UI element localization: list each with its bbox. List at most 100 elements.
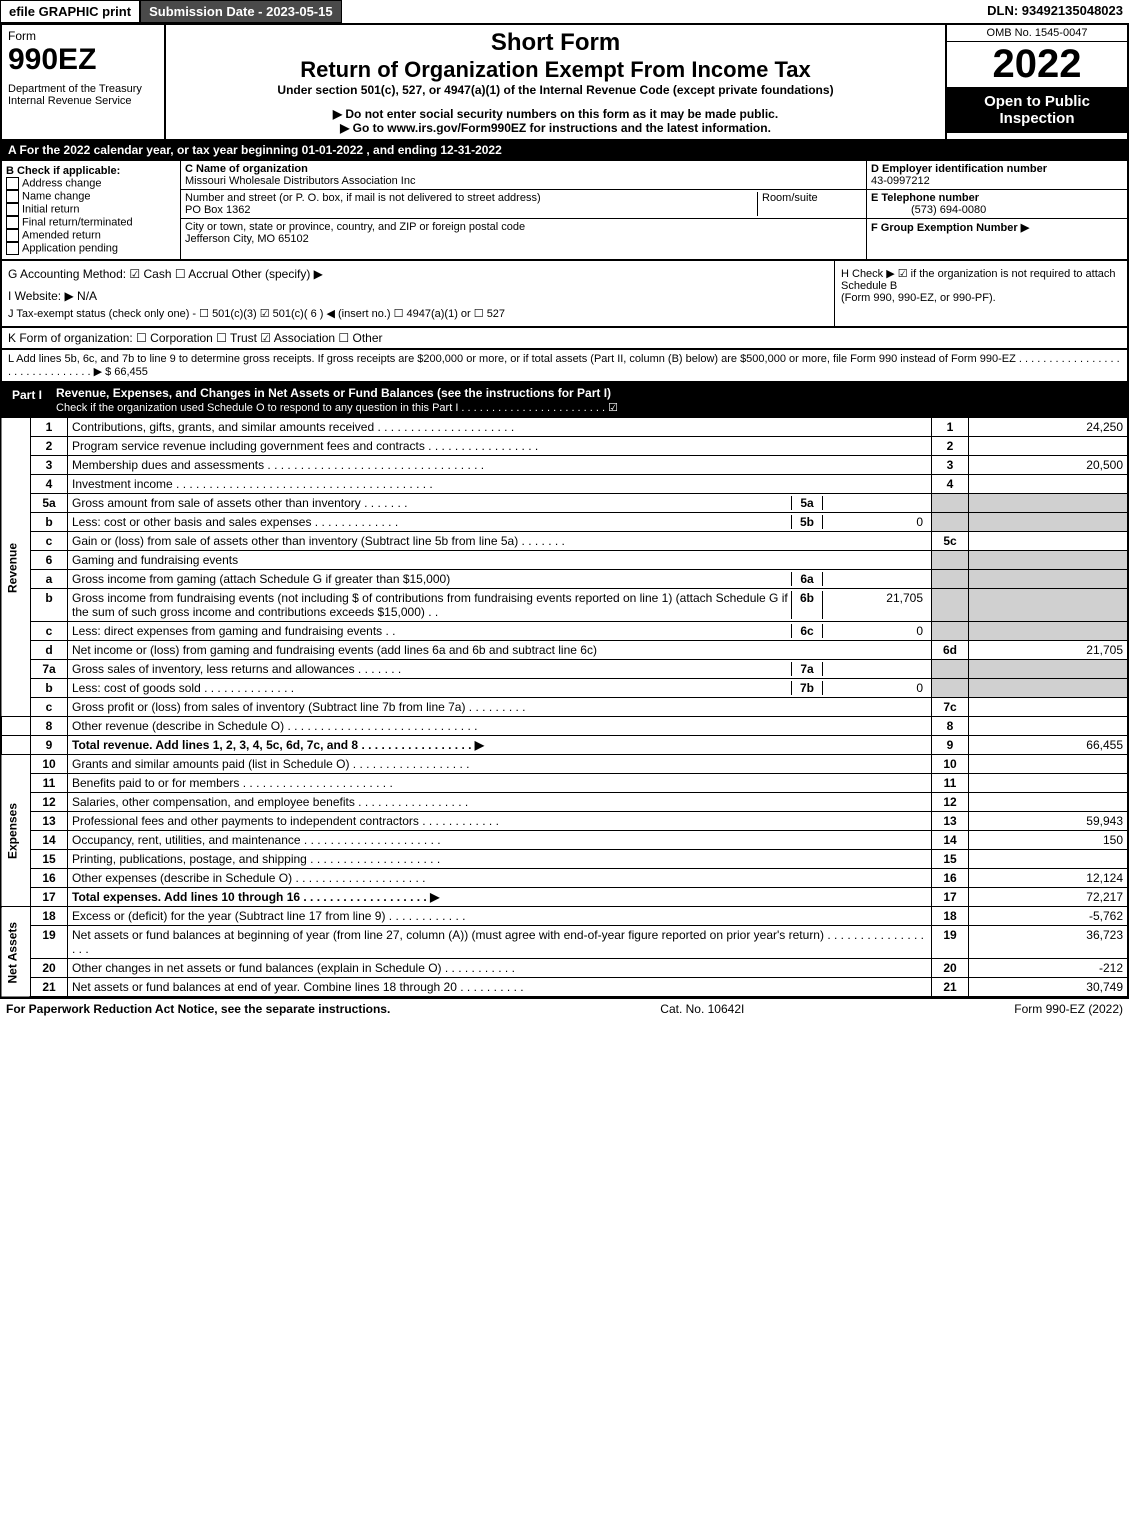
footer-left: For Paperwork Reduction Act Notice, see … <box>6 1002 390 1016</box>
form-header: Form 990EZ Department of the Treasury In… <box>0 25 1129 141</box>
line11-n: 11 <box>932 774 969 793</box>
org-name: Missouri Wholesale Distributors Associat… <box>185 175 415 187</box>
org-info-section: B Check if applicable: Address change Na… <box>0 161 1129 261</box>
line21-amt: 30,749 <box>969 978 1129 998</box>
cb-pending[interactable] <box>6 242 19 255</box>
line20-n: 20 <box>932 959 969 978</box>
street-label: Number and street (or P. O. box, if mail… <box>185 192 541 204</box>
line19-amt: 36,723 <box>969 926 1129 959</box>
ssn-warning: ▶ Do not enter social security numbers o… <box>170 107 941 121</box>
line14-text: Occupancy, rent, utilities, and maintena… <box>68 831 932 850</box>
line15-text: Printing, publications, postage, and shi… <box>68 850 932 869</box>
line5c-amt <box>969 532 1129 551</box>
line21-n: 21 <box>932 978 969 998</box>
opt-amended: Amended return <box>22 229 101 241</box>
footer-mid: Cat. No. 10642I <box>660 1002 744 1016</box>
form-word: Form <box>8 29 158 43</box>
line14-n: 14 <box>932 831 969 850</box>
submission-date-button[interactable]: Submission Date - 2023-05-15 <box>140 0 342 23</box>
K-line: K Form of organization: ☐ Corporation ☐ … <box>0 328 1129 350</box>
line16-text: Other expenses (describe in Schedule O) … <box>68 869 932 888</box>
line8-n: 8 <box>932 717 969 736</box>
phone-val: (573) 694-0080 <box>871 204 986 216</box>
H-label: H Check ▶ ☑ if the organization is not r… <box>841 267 1121 292</box>
opt-final: Final return/terminated <box>22 216 133 228</box>
line1-amt: 24,250 <box>969 418 1129 437</box>
line6d-text: Net income or (loss) from gaming and fun… <box>68 641 932 660</box>
line1-n: 1 <box>932 418 969 437</box>
line6c-text: Less: direct expenses from gaming and fu… <box>72 624 791 638</box>
line13-amt: 59,943 <box>969 812 1129 831</box>
dln-label: DLN: 93492135048023 <box>981 0 1129 23</box>
line7a-text: Gross sales of inventory, less returns a… <box>72 662 791 676</box>
line21-text: Net assets or fund balances at end of ye… <box>68 978 932 998</box>
tax-year: 2022 <box>947 42 1127 87</box>
check-applicable-label: B Check if applicable: <box>6 165 176 177</box>
line16-amt: 12,124 <box>969 869 1129 888</box>
line20-amt: -212 <box>969 959 1129 978</box>
line18-text: Excess or (deficit) for the year (Subtra… <box>68 907 932 926</box>
cb-initial[interactable] <box>6 203 19 216</box>
line4-n: 4 <box>932 475 969 494</box>
line12-text: Salaries, other compensation, and employ… <box>68 793 932 812</box>
part-I-table: Revenue 1Contributions, gifts, grants, a… <box>0 417 1129 998</box>
line6b-mv: 21,705 <box>823 591 927 619</box>
accounting-method: G Accounting Method: ☑ Cash ☐ Accrual Ot… <box>8 267 828 281</box>
ein-val: 43-0997212 <box>871 175 930 187</box>
line5b-m: 5b <box>791 515 823 529</box>
line7b-m: 7b <box>791 681 823 695</box>
return-title: Return of Organization Exempt From Incom… <box>170 57 941 83</box>
line10-text: Grants and similar amounts paid (list in… <box>68 755 932 774</box>
part-I-sub: Check if the organization used Schedule … <box>56 402 618 414</box>
line3-amt: 20,500 <box>969 456 1129 475</box>
line6-text: Gaming and fundraising events <box>68 551 932 570</box>
top-bar: efile GRAPHIC print Submission Date - 20… <box>0 0 1129 25</box>
tax-exempt-line: J Tax-exempt status (check only one) - ☐… <box>8 307 828 320</box>
line2-n: 2 <box>932 437 969 456</box>
line1-text: Contributions, gifts, grants, and simila… <box>68 418 932 437</box>
line3-text: Membership dues and assessments . . . . … <box>68 456 932 475</box>
cb-amended[interactable] <box>6 229 19 242</box>
line15-n: 15 <box>932 850 969 869</box>
line6a-m: 6a <box>791 572 823 586</box>
line17-text: Total expenses. Add lines 10 through 16 … <box>68 888 932 907</box>
opt-address: Address change <box>22 177 102 189</box>
efile-print-button[interactable]: efile GRAPHIC print <box>0 0 140 23</box>
L-line: L Add lines 5b, 6c, and 7b to line 9 to … <box>0 350 1129 383</box>
line7c-amt <box>969 698 1129 717</box>
revenue-side-label: Revenue <box>1 418 31 717</box>
line2-text: Program service revenue including govern… <box>68 437 932 456</box>
line5c-n: 5c <box>932 532 969 551</box>
line11-text: Benefits paid to or for members . . . . … <box>68 774 932 793</box>
section-subtitle: Under section 501(c), 527, or 4947(a)(1)… <box>170 83 941 97</box>
H-sub: (Form 990, 990-EZ, or 990-PF). <box>841 292 1121 304</box>
line6c-mv: 0 <box>823 624 927 638</box>
website-line: I Website: ▶ N/A <box>8 289 828 303</box>
line6a-mv <box>823 572 927 586</box>
line7b-mv: 0 <box>823 681 927 695</box>
goto-link[interactable]: ▶ Go to www.irs.gov/Form990EZ for instru… <box>170 121 941 135</box>
netassets-side-label: Net Assets <box>1 907 31 998</box>
line3-n: 3 <box>932 456 969 475</box>
line18-n: 18 <box>932 907 969 926</box>
opt-name: Name change <box>22 190 91 202</box>
part-I-title: Revenue, Expenses, and Changes in Net As… <box>56 386 611 400</box>
line9-n: 9 <box>932 736 969 755</box>
city-label: City or town, state or province, country… <box>185 221 525 233</box>
cb-address[interactable] <box>6 177 19 190</box>
page-footer: For Paperwork Reduction Act Notice, see … <box>0 998 1129 1019</box>
row-A: A For the 2022 calendar year, or tax yea… <box>0 141 1129 161</box>
line10-n: 10 <box>932 755 969 774</box>
line13-text: Professional fees and other payments to … <box>68 812 932 831</box>
line7a-m: 7a <box>791 662 823 676</box>
line5a-mv <box>823 496 927 510</box>
short-form-title: Short Form <box>170 29 941 57</box>
cb-final[interactable] <box>6 216 19 229</box>
ein-label: D Employer identification number <box>871 163 1047 175</box>
line11-amt <box>969 774 1129 793</box>
line9-text: Total revenue. Add lines 1, 2, 3, 4, 5c,… <box>68 736 932 755</box>
line19-text: Net assets or fund balances at beginning… <box>68 926 932 959</box>
inspection-box: Open to Public Inspection <box>947 87 1127 133</box>
cb-name[interactable] <box>6 190 19 203</box>
line9-amt: 66,455 <box>969 736 1129 755</box>
